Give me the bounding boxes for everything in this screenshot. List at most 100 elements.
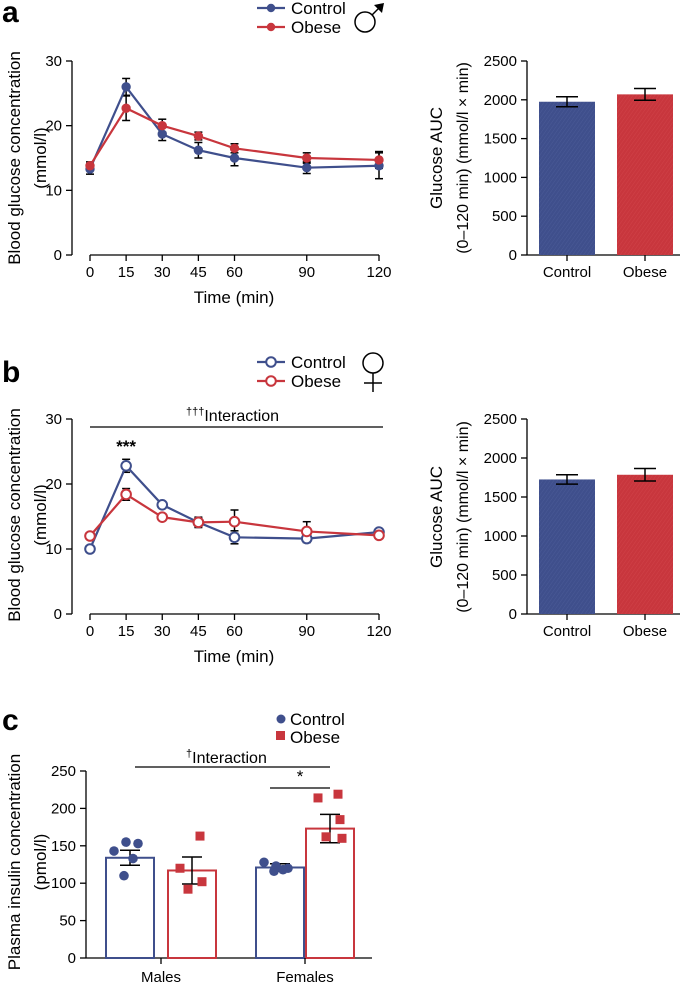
glucose-auc-bar-chart-female: 0 500 1000 1500 2000 2500 Control Obese	[484, 411, 680, 640]
y-tick-label: 500	[492, 208, 517, 225]
legend-marker-obese	[265, 375, 277, 387]
male-symbol-icon	[354, 3, 384, 33]
y-tick-label: 20	[45, 476, 62, 493]
y-tick-label: 10	[45, 182, 62, 199]
data-point-control	[229, 153, 240, 163]
legend-marker-obese	[266, 22, 276, 32]
x-tick-label: 60	[226, 264, 243, 281]
data-point-control	[302, 163, 312, 173]
bar-control	[539, 101, 595, 256]
data-point-obese	[302, 153, 312, 163]
data-point-obese	[228, 515, 241, 528]
individual-point-obese	[335, 815, 345, 825]
y-axis-label-unit: (0–120 min) (mmol/l × min)	[455, 421, 472, 613]
data-point-control	[120, 460, 132, 472]
individual-point-control	[259, 857, 269, 868]
data-point-obese	[374, 155, 384, 165]
bar-control-males	[105, 856, 155, 960]
legend-label-obese: Obese	[291, 372, 341, 391]
x-tick-label: Obese	[623, 264, 667, 281]
x-tick-label: Obese	[623, 623, 667, 640]
legend-marker-obese	[276, 731, 285, 740]
legend-label-obese: Obese	[291, 18, 341, 37]
y-tick-label: 30	[45, 53, 62, 70]
bar-obese	[617, 94, 673, 255]
data-point-control	[193, 145, 204, 155]
panel-letter-b: b	[2, 356, 20, 389]
y-tick-label: 0	[509, 606, 517, 623]
individual-point-control	[109, 846, 119, 856]
y-tick-label: 2000	[484, 92, 517, 109]
significance-marker: ***	[116, 437, 136, 456]
x-tick-label: Control	[543, 264, 591, 281]
individual-point-control	[119, 870, 129, 881]
data-point-obese	[84, 530, 96, 542]
legend-marker-control	[276, 714, 286, 724]
y-tick-label: 0	[54, 606, 62, 623]
x-tick-label: 120	[366, 623, 391, 640]
individual-point-control	[269, 866, 279, 877]
y-tick-label: 0	[68, 950, 76, 967]
data-point-obese	[120, 488, 132, 501]
data-point-control	[157, 129, 167, 139]
y-tick-label: 200	[51, 800, 76, 817]
y-tick-label: 1000	[484, 169, 517, 186]
y-axis-label: Plasma insulin concentration	[5, 754, 24, 970]
x-tick-label: 30	[154, 264, 171, 281]
individual-point-control	[133, 838, 143, 849]
y-axis-label: Blood glucose concentration	[5, 408, 24, 622]
bar-obese	[617, 474, 673, 614]
y-tick-label: 250	[51, 763, 76, 780]
data-point-obese	[229, 143, 240, 154]
x-tick-label: 90	[298, 264, 315, 281]
legend-label-control: Control	[290, 710, 345, 729]
data-point-obese	[85, 161, 95, 171]
x-tick-label: 60	[226, 623, 243, 640]
interaction-label: †††Interaction	[186, 406, 279, 425]
x-tick-label: 45	[190, 623, 207, 640]
individual-point-control	[278, 864, 288, 875]
y-tick-label: 10	[45, 541, 62, 558]
y-axis-label: Blood glucose concentration	[5, 51, 24, 265]
individual-point-obese	[183, 884, 193, 894]
y-axis-label-unit: (0–120 min) (mmol/l × min)	[455, 62, 472, 254]
x-tick-label: 15	[118, 264, 135, 281]
data-point-obese	[193, 131, 204, 141]
y-tick-label: 1500	[484, 489, 517, 506]
individual-point-obese	[337, 833, 347, 843]
individual-point-control	[121, 837, 131, 847]
y-axis-label: Glucose AUC	[427, 107, 446, 209]
data-point-obese	[156, 511, 169, 523]
individual-point-obese	[321, 832, 331, 842]
data-point-obese	[300, 525, 313, 538]
glucose-line-chart-female: 0 10 20 30 0 15 30 45 60 90 120 †††Interaction ***	[45, 406, 391, 640]
y-tick-label: 1000	[484, 528, 517, 545]
legend-marker-control	[265, 356, 277, 368]
x-tick-label: 0	[86, 264, 94, 281]
x-tick-label: 45	[190, 264, 207, 281]
data-point-obese	[121, 103, 131, 113]
individual-point-obese	[197, 877, 207, 887]
x-tick-label: Control	[543, 623, 591, 640]
x-tick-label: 15	[118, 623, 135, 640]
y-tick-label: 0	[509, 247, 517, 264]
y-tick-label: 20	[45, 118, 62, 135]
panel-letter-c: c	[2, 704, 19, 737]
legend-label-control: Control	[291, 353, 346, 372]
data-point-obese	[373, 529, 385, 542]
y-axis-label-unit: (mmol/l)	[31, 127, 50, 188]
y-tick-label: 0	[54, 247, 62, 264]
significance-marker: *	[297, 767, 304, 786]
y-tick-label: 500	[492, 567, 517, 584]
x-axis-label: Time (min)	[194, 288, 275, 307]
y-tick-label: 1500	[484, 131, 517, 148]
bar-control	[539, 479, 595, 614]
x-tick-label: 90	[298, 623, 315, 640]
x-tick-label: 120	[366, 264, 391, 281]
